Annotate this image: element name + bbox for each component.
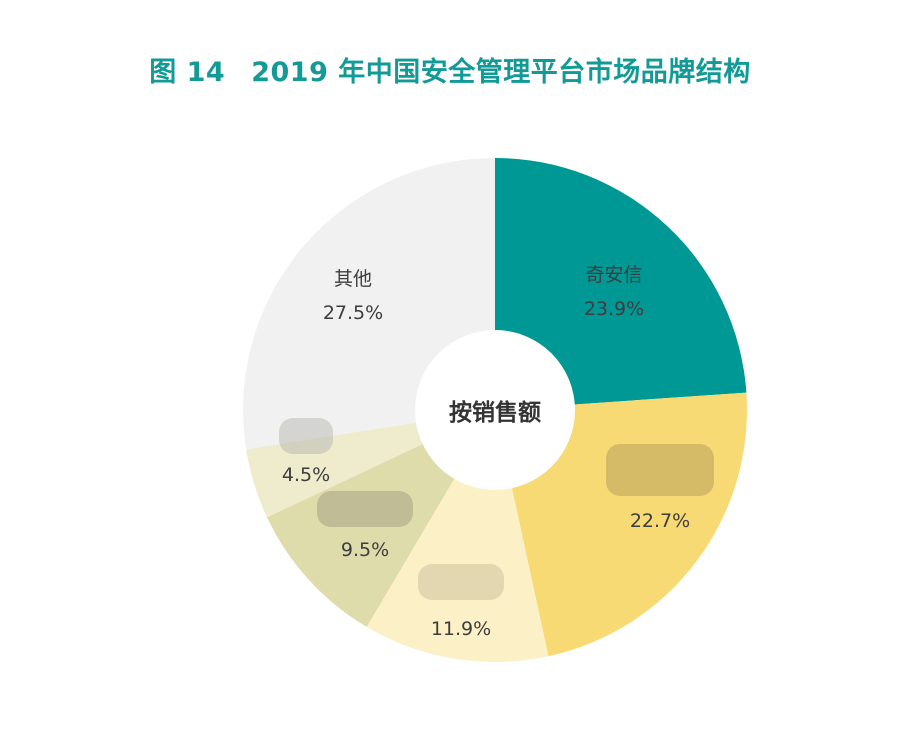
obscured-label <box>317 491 413 527</box>
figure-number: 图 14 <box>149 57 226 88</box>
donut-hole <box>415 330 575 490</box>
obscured-label <box>279 418 333 454</box>
slice-label-3: 11.9% <box>418 564 504 646</box>
slice-name: 其他 <box>333 268 373 290</box>
pie-slice <box>495 158 747 410</box>
slice-label-4: 9.5% <box>317 491 413 567</box>
title-text: 2019 年中国安全管理平台市场品牌结构 <box>251 57 751 88</box>
slice-value: 22.7% <box>629 510 691 532</box>
slice-value: 4.5% <box>281 464 331 486</box>
slice-value: 11.9% <box>430 618 492 640</box>
slice-label-other: 其他 27.5% <box>323 262 383 330</box>
obscured-label <box>418 564 504 600</box>
slice-label-qianxin: 奇安信 23.9% <box>584 258 644 326</box>
slice-name: 奇安信 <box>585 264 643 286</box>
slice-label-2: 22.7% <box>606 444 714 538</box>
slice-value: 27.5% <box>322 302 384 324</box>
chart-title: 图 14 2019 年中国安全管理平台市场品牌结构 <box>0 50 900 89</box>
center-label: 按销售额 <box>449 400 541 426</box>
slice-value: 9.5% <box>340 539 390 561</box>
slice-value: 23.9% <box>583 298 645 320</box>
obscured-label <box>606 444 714 496</box>
slice-label-5: 4.5% <box>279 418 333 492</box>
